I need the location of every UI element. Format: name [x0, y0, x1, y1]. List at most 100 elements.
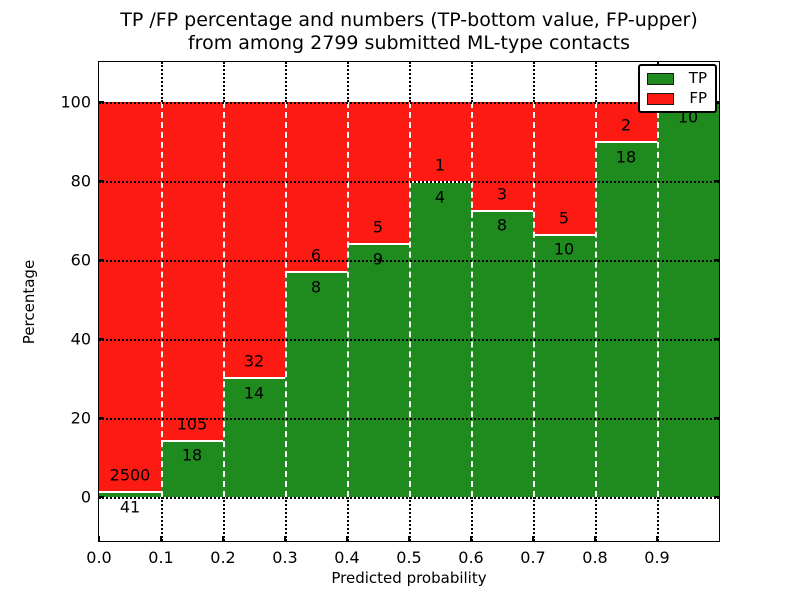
x-tick-label: 0.7 — [520, 548, 546, 567]
tick-mark — [594, 536, 596, 541]
bar-count-label-tp: 8 — [496, 215, 508, 235]
gridline-vertical — [533, 497, 535, 541]
bar-segment-fp — [223, 101, 285, 377]
gridline-vertical — [533, 62, 535, 102]
bar-count-label-tp: 4 — [434, 187, 446, 207]
tick-mark — [99, 417, 104, 420]
bar-count-label-fp: 32 — [243, 351, 265, 371]
gridline-vertical — [347, 101, 349, 498]
gridline-vertical — [657, 101, 659, 498]
bar-segment-tp — [223, 376, 285, 498]
bar-segment-fp — [347, 101, 409, 243]
legend-swatch-fp — [647, 92, 674, 105]
bar-column — [285, 101, 347, 498]
bar-segment-tp — [161, 439, 223, 498]
gridline-vertical — [223, 101, 225, 498]
gridline-vertical — [223, 497, 225, 541]
tick-mark — [346, 536, 348, 541]
y-axis-label: Percentage — [20, 259, 38, 344]
gridline-horizontal — [99, 418, 719, 421]
bar-column — [471, 101, 533, 498]
gridline-vertical — [285, 62, 287, 102]
tick-mark — [714, 179, 719, 182]
gridline-vertical — [285, 497, 287, 541]
bar-column — [533, 101, 595, 498]
gridline-horizontal — [99, 259, 719, 262]
bar-segment-fp — [409, 101, 471, 181]
bar-segment-tp — [99, 491, 161, 498]
tick-mark — [99, 100, 104, 103]
bar-count-label-fp: 6 — [310, 245, 322, 265]
x-tick-label: 0.0 — [86, 548, 112, 567]
bar-segment-fp — [471, 101, 533, 210]
legend-item-tp: TP — [647, 71, 707, 86]
gridline-vertical — [657, 497, 659, 541]
bar-column — [99, 101, 161, 498]
gridline-vertical — [471, 62, 473, 102]
y-tick-label: 40 — [70, 329, 91, 349]
bar-count-label-tp: 41 — [119, 497, 141, 517]
bar-count-label-tp: 10 — [553, 239, 575, 259]
x-axis-label: Predicted probability — [331, 569, 487, 587]
gridline-vertical — [471, 101, 473, 498]
bar-count-label-fp: 5 — [558, 208, 570, 228]
x-tick-label: 0.2 — [210, 548, 236, 567]
chart-title-line2: from among 2799 submitted ML-type contac… — [187, 32, 631, 54]
plot-area: Predicted probability Percentage TP FP 0… — [20, 61, 720, 587]
bar-column — [223, 101, 285, 498]
tick-mark — [99, 496, 104, 499]
y-tick-label: 80 — [70, 171, 91, 191]
tick-mark — [656, 536, 658, 541]
bar-count-label-tp: 18 — [615, 147, 637, 167]
gridline-horizontal — [99, 497, 719, 500]
tick-mark — [99, 179, 104, 182]
bars-strip — [99, 101, 719, 498]
bar-segment-fp — [533, 101, 595, 234]
bar-count-label-fp: 1 — [434, 155, 446, 175]
gridline-vertical — [347, 497, 349, 541]
y-tick-label: 20 — [70, 408, 91, 428]
y-tick-label: 100 — [60, 92, 91, 112]
tick-mark — [222, 536, 224, 541]
bar-column — [161, 101, 223, 498]
tick-mark — [470, 536, 472, 541]
tick-mark — [714, 258, 719, 261]
x-tick-label: 0.8 — [582, 548, 608, 567]
bar-segment-fp — [161, 101, 223, 440]
gridline-vertical — [409, 62, 411, 102]
tick-mark — [532, 536, 534, 541]
bar-segment-tp — [533, 233, 595, 498]
gridline-horizontal — [99, 101, 719, 104]
bar-count-label-fp: 2 — [620, 115, 632, 135]
gridline-vertical — [161, 62, 163, 102]
tick-mark — [99, 258, 104, 261]
bar-segment-tp — [657, 101, 719, 498]
x-tick-label: 0.9 — [644, 548, 670, 567]
tick-mark — [284, 536, 286, 541]
tick-mark — [99, 338, 104, 341]
gridline-vertical — [161, 101, 163, 498]
bar-segment-tp — [285, 271, 347, 498]
tick-mark — [160, 536, 162, 541]
bar-count-label-tp: 9 — [372, 249, 384, 269]
legend-item-fp: FP — [647, 91, 707, 106]
bar-segment-tp — [595, 141, 657, 498]
bar-segment-tp — [471, 209, 533, 498]
bar-count-label-tp: 14 — [243, 383, 265, 403]
gridline-vertical — [595, 62, 597, 102]
legend-label-tp: TP — [688, 69, 707, 87]
gridline-vertical — [161, 497, 163, 541]
tick-mark — [714, 496, 719, 499]
bar-count-label-tp: 18 — [181, 445, 203, 465]
bar-count-label-fp: 5 — [372, 217, 384, 237]
bar-count-label-fp: 3 — [496, 184, 508, 204]
x-tick-label: 0.1 — [148, 548, 174, 567]
gridline-vertical — [595, 101, 597, 498]
gridline-vertical — [533, 101, 535, 498]
y-tick-label: 60 — [70, 250, 91, 270]
legend-swatch-tp — [647, 72, 674, 85]
bar-column — [657, 101, 719, 498]
gridline-horizontal — [99, 339, 719, 342]
tick-mark — [408, 536, 410, 541]
